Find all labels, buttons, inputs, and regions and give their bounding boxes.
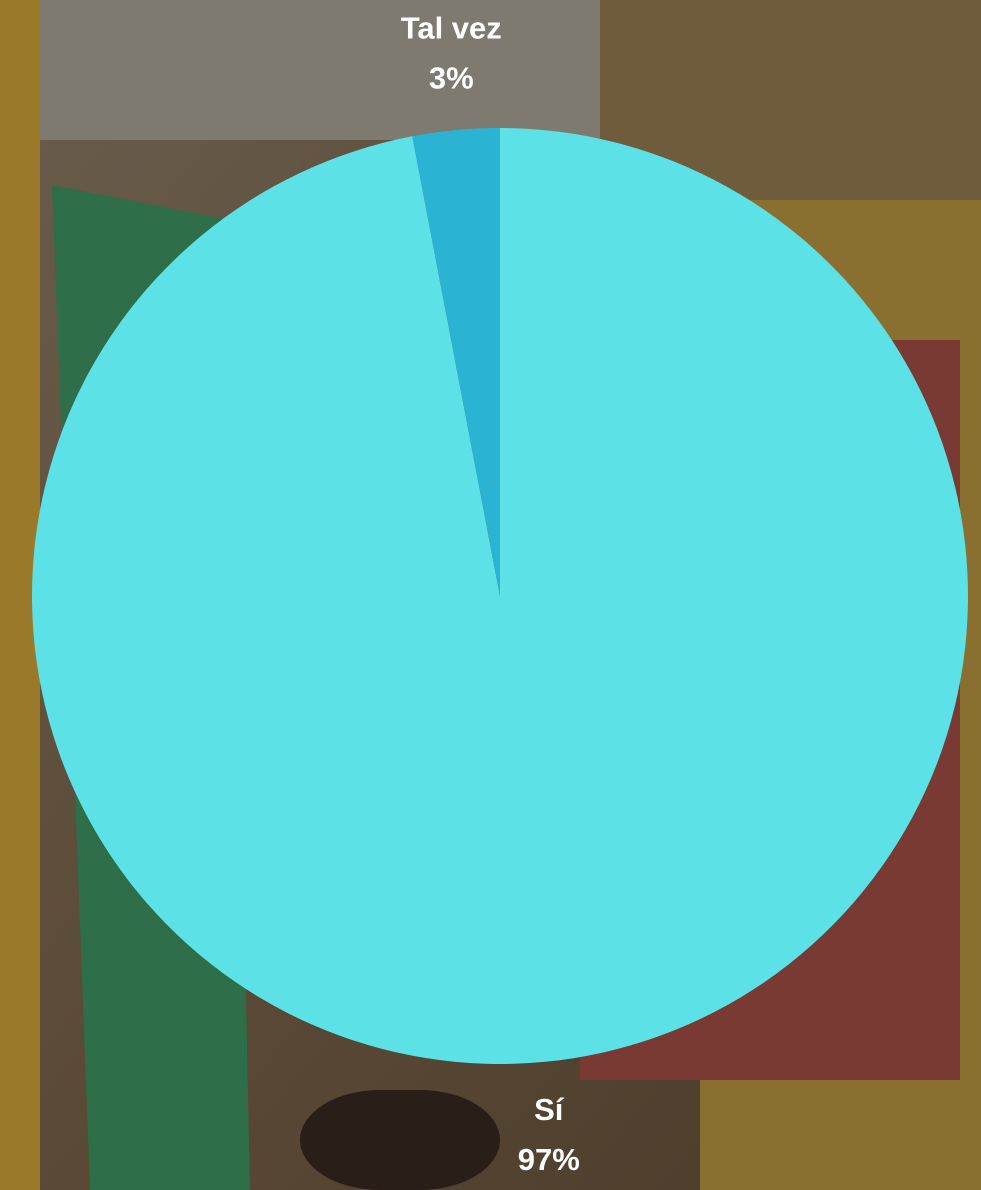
slice-value-label: 3% (429, 60, 474, 95)
slice-value-label: 97% (518, 1142, 580, 1177)
slice-label: Tal vez (401, 10, 502, 45)
page: Sí97%Tal vez3% (() => { const data = JSO… (0, 0, 981, 1190)
chart: Sí 97% Tal vez 3% (0, 0, 981, 1190)
slice-label: Sí (534, 1092, 565, 1127)
pie (32, 128, 968, 1064)
